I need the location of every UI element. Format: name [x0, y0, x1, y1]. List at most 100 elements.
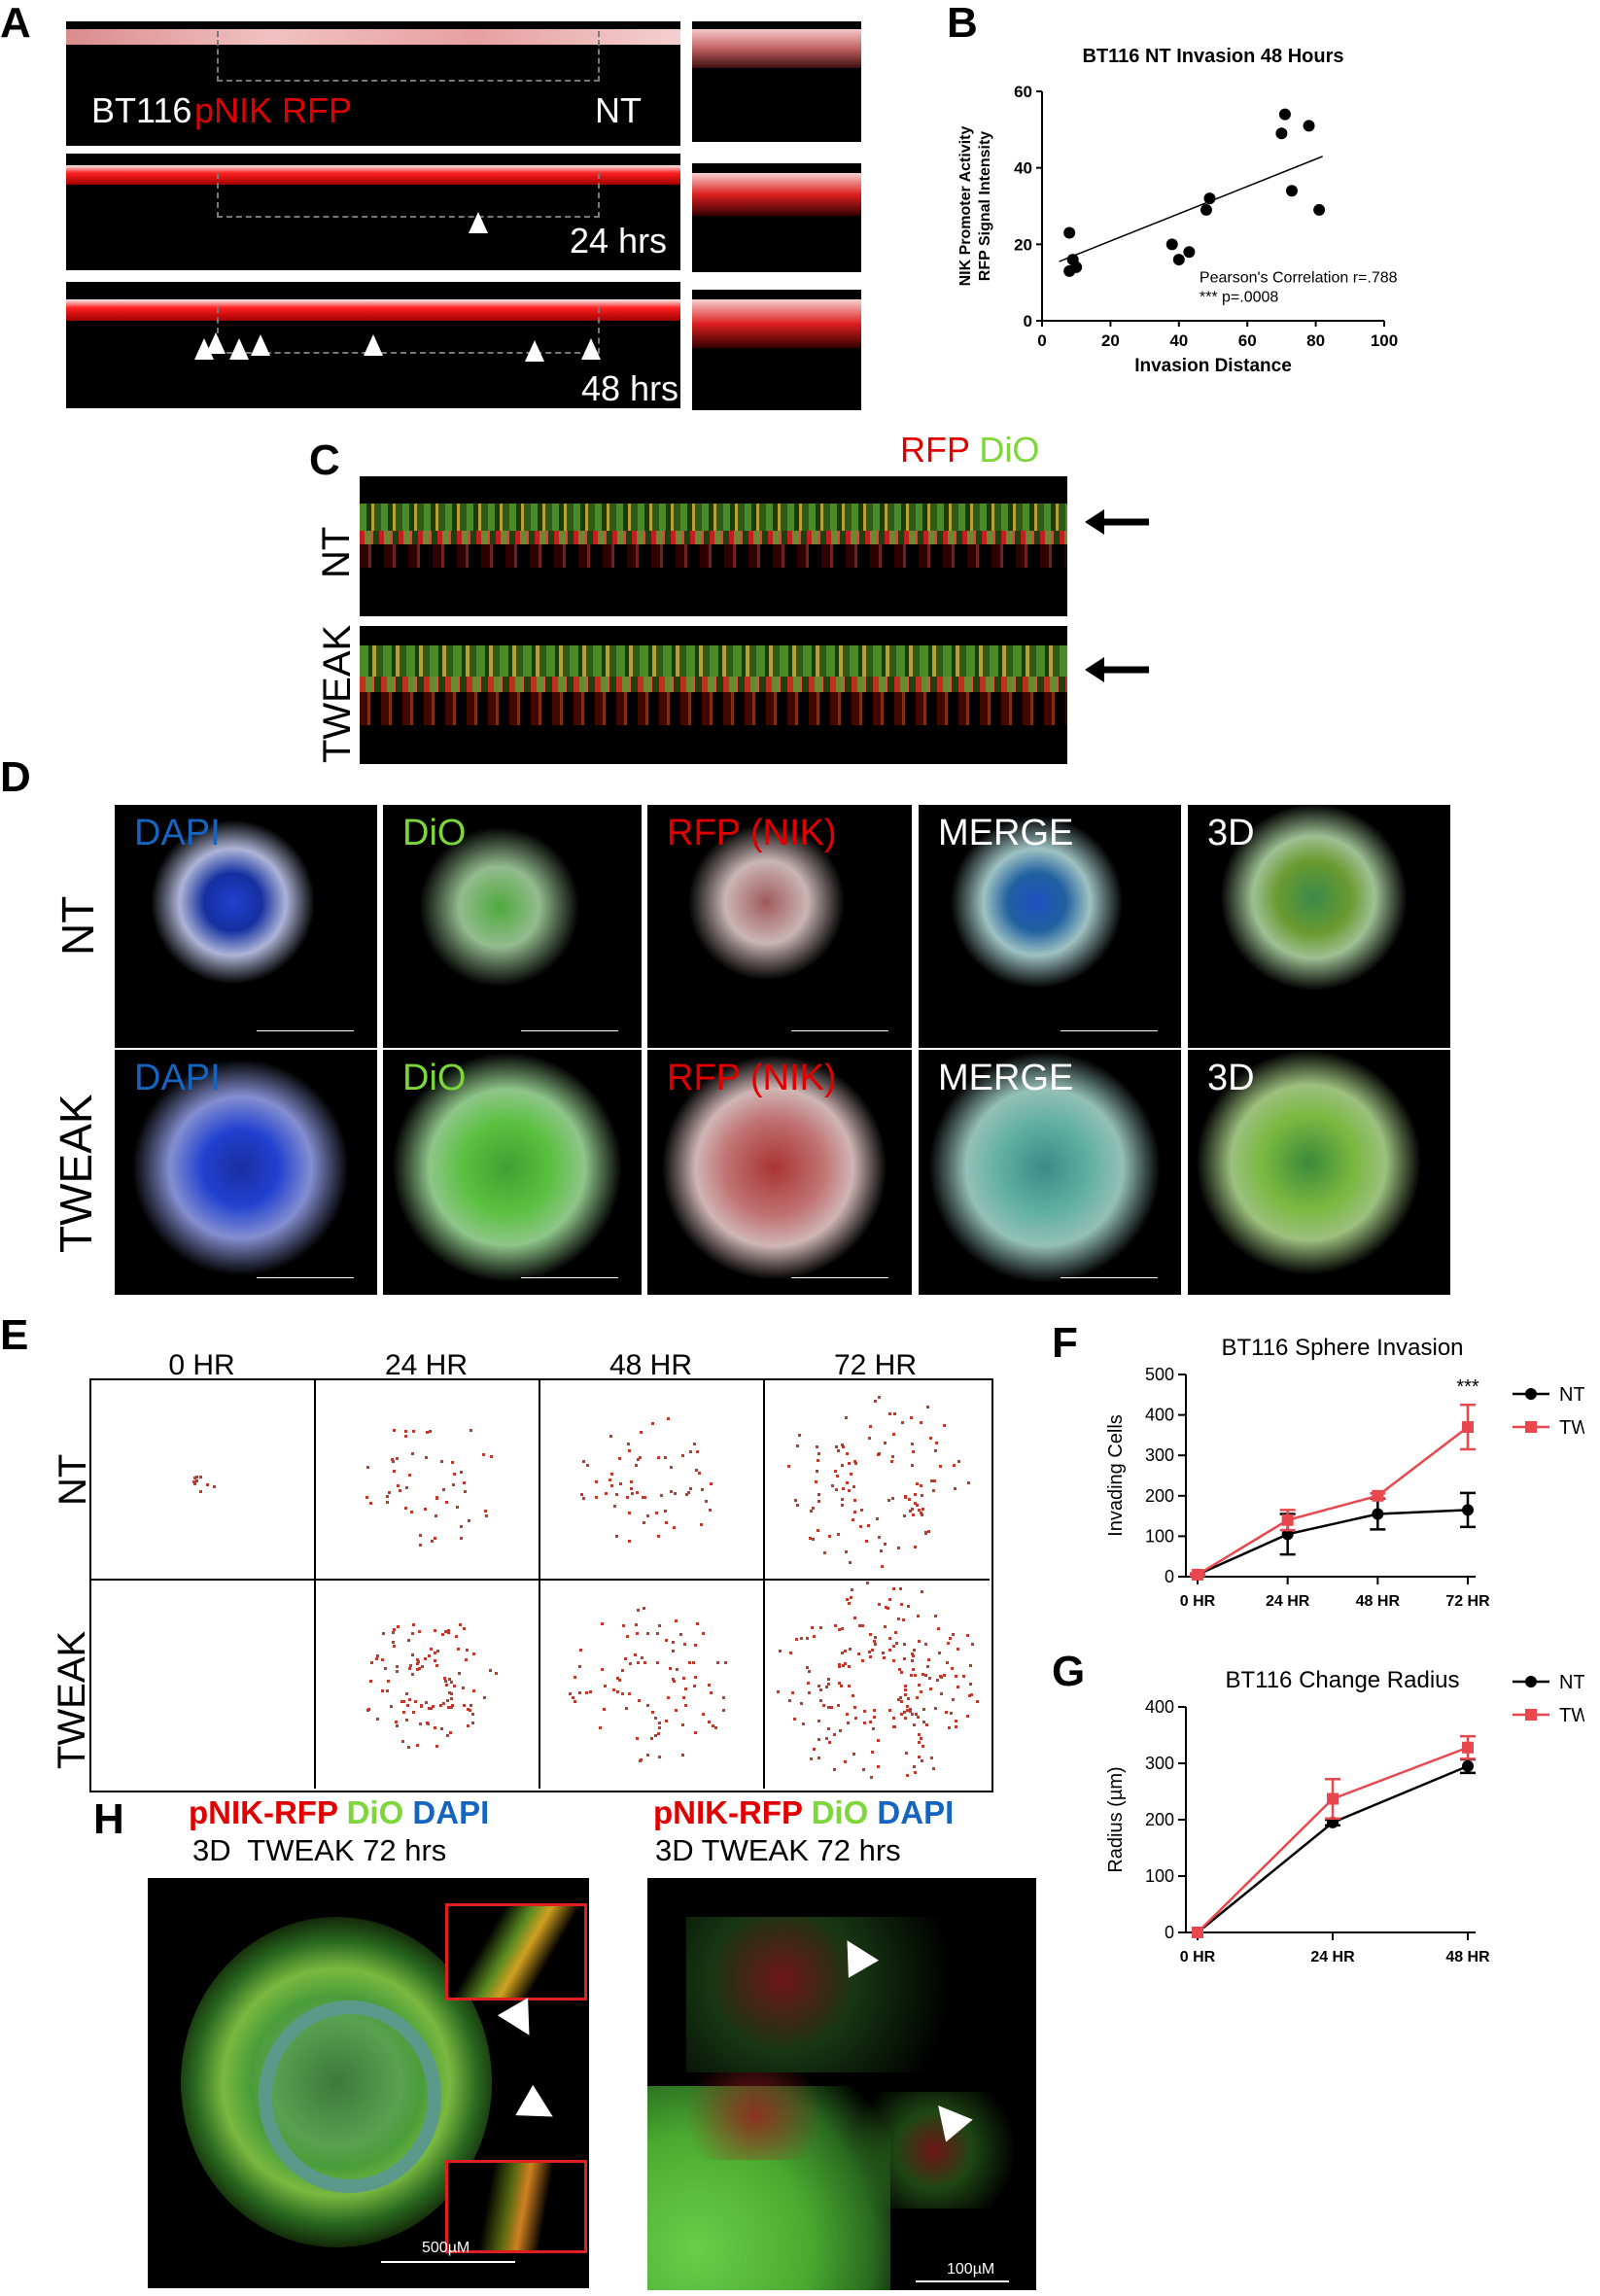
y-axis-label: Radius (µm)	[1105, 1766, 1127, 1872]
cell-dot	[816, 1458, 819, 1462]
cell-dot	[917, 1740, 921, 1744]
cell-dot	[911, 1654, 915, 1657]
cell-dot	[403, 1430, 407, 1434]
scatter-point	[1303, 120, 1315, 132]
cell-dot	[427, 1722, 431, 1725]
cell-dot	[580, 1493, 584, 1497]
cell-dot	[787, 1464, 791, 1468]
cell-dot	[405, 1692, 409, 1696]
legend-pnik-rfp: pNIK-RFP	[189, 1794, 338, 1830]
cell-dot	[213, 1484, 217, 1488]
legend-marker	[1525, 1388, 1537, 1400]
cell-dot	[873, 1639, 877, 1643]
cell-dot	[669, 1666, 673, 1670]
cell-dot	[409, 1663, 413, 1667]
cell-dot	[887, 1606, 890, 1610]
cell-dot	[666, 1416, 670, 1420]
cell-dot	[894, 1631, 898, 1635]
panel-e-row-tweak: TWEAK	[51, 1630, 93, 1769]
cell-dot	[611, 1688, 615, 1692]
cell-dot	[793, 1499, 797, 1503]
cell-dot	[693, 1685, 697, 1688]
panel-h-left-caption: 3D TWEAK 72 hrs	[192, 1833, 447, 1867]
cell-dot	[906, 1774, 910, 1778]
cell-dot	[848, 1560, 852, 1564]
cell-dot	[862, 1709, 866, 1713]
cell-dot	[891, 1717, 895, 1721]
cell-dot	[449, 1696, 453, 1700]
scatter-point	[1278, 108, 1291, 121]
cell-dot	[809, 1536, 813, 1540]
cell-dot	[970, 1692, 974, 1696]
cell-dot	[482, 1696, 486, 1700]
cell-dot	[818, 1688, 822, 1692]
cell-dot	[585, 1463, 589, 1467]
x-tick-label: 48 HR	[1356, 1593, 1401, 1610]
label-pnik-rfp: pNIK RFP	[194, 90, 353, 130]
cell-dot	[918, 1640, 922, 1644]
panel-letter-d: D	[0, 753, 31, 801]
cell-dot	[861, 1659, 865, 1663]
cell-dot	[868, 1436, 872, 1440]
cell-dot	[893, 1412, 897, 1416]
y-tick-label: 60	[1014, 83, 1032, 101]
scatter-point	[1203, 192, 1216, 205]
cell-dot	[908, 1510, 912, 1513]
panel-a-48h-side-image	[692, 290, 861, 410]
cell-dot	[416, 1662, 420, 1666]
panel-e-col-header: 24 HR	[384, 1349, 469, 1381]
cell-dot	[943, 1423, 947, 1427]
cell-dot	[970, 1643, 974, 1647]
cell-dot	[912, 1765, 916, 1769]
cell-dot	[640, 1430, 643, 1434]
scatter-point	[1165, 238, 1178, 251]
cell-dot	[384, 1667, 388, 1671]
cell-dot	[822, 1550, 826, 1554]
cell-dot	[433, 1725, 436, 1729]
cell-dot	[430, 1706, 434, 1710]
cell-dot	[419, 1722, 423, 1725]
cell-dot	[616, 1689, 620, 1693]
scatter-point	[1172, 254, 1185, 266]
panel-d-row-tweak: TWEAK	[51, 1094, 101, 1253]
x-tick-label: 20	[1101, 331, 1120, 350]
cell-dot	[695, 1468, 699, 1472]
cell-dot	[911, 1450, 915, 1454]
panel-letter-g: G	[1052, 1648, 1086, 1695]
cell-dot	[800, 1701, 803, 1705]
cell-dot	[455, 1506, 459, 1510]
panel-d-image-tweak-3: RFP (NIK)	[647, 1050, 912, 1295]
cell-dot	[603, 1707, 607, 1711]
cell-dot	[665, 1521, 669, 1525]
cell-dot	[966, 1481, 970, 1485]
cell-dot	[620, 1692, 624, 1696]
scale-bar	[1061, 1030, 1158, 1031]
cell-dot	[419, 1705, 423, 1709]
cell-dot	[681, 1453, 684, 1457]
cell-dot	[641, 1495, 644, 1499]
line-chart-f: BT116 Sphere Invasion 0 100 200 300 400 500 0 H…	[1105, 1335, 1584, 1610]
cell-dot	[464, 1658, 468, 1662]
cell-dot	[949, 1636, 953, 1640]
cell-dot	[817, 1493, 821, 1497]
cell-dot	[689, 1450, 693, 1454]
cell-dot	[398, 1488, 401, 1492]
cell-dot	[877, 1395, 881, 1399]
cell-dot	[397, 1624, 400, 1628]
cell-dot	[877, 1739, 880, 1743]
cell-dot	[669, 1489, 673, 1493]
cell-dot	[365, 1495, 368, 1499]
cell-dot	[848, 1685, 852, 1687]
cell-dot	[684, 1493, 688, 1497]
cell-dot	[395, 1665, 399, 1669]
cell-dot	[404, 1435, 408, 1439]
cell-dot	[708, 1720, 712, 1723]
cell-dot	[777, 1690, 781, 1694]
cell-dot	[434, 1628, 437, 1632]
cell-dot	[919, 1689, 922, 1693]
cell-dot	[402, 1700, 406, 1704]
panel-d-col-label: MERGE	[938, 1058, 1074, 1098]
cell-dot	[787, 1698, 791, 1702]
cell-dot	[859, 1524, 863, 1528]
cell-dot	[640, 1656, 643, 1660]
